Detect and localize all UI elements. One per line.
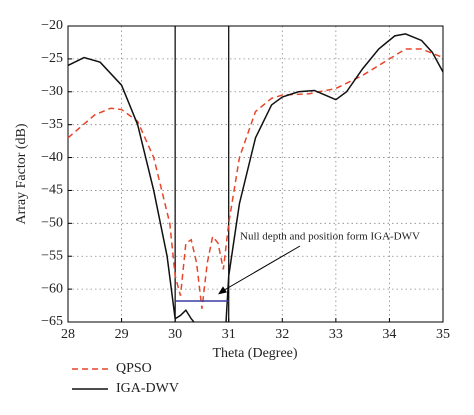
x-tick-label: 33 [329, 327, 343, 342]
x-tick-label: 35 [436, 327, 450, 342]
x-tick-label: 28 [61, 327, 75, 342]
legend-label: QPSO [116, 361, 152, 376]
x-tick-label: 30 [168, 327, 182, 342]
y-tick-label: −50 [41, 216, 63, 231]
series-line [67, 33, 444, 323]
y-tick-label: −30 [41, 84, 63, 99]
annotation: Null depth and position form IGA-DWV [240, 231, 420, 243]
y-tick-label: −40 [41, 150, 63, 165]
y-tick-label: −55 [41, 248, 63, 263]
y-tick-label: −65 [41, 314, 63, 329]
y-tick-label: −60 [41, 281, 63, 296]
arrow-head [218, 286, 227, 295]
x-tick-label: 29 [115, 327, 129, 342]
x-axis-label: Theta (Degree) [212, 346, 297, 361]
series-line [67, 48, 444, 309]
y-tick-label: −20 [41, 18, 63, 33]
plot-frame [67, 25, 444, 323]
x-tick-label: 32 [275, 327, 289, 342]
x-tick-label: 31 [222, 327, 236, 342]
annotation-arrow [221, 245, 301, 292]
x-tick-label: 34 [382, 327, 396, 342]
y-tick-label: −35 [41, 117, 63, 132]
legend-label: IGA-DWV [116, 381, 179, 396]
y-axis-label: Array Factor (dB) [14, 123, 29, 224]
y-tick-label: −45 [41, 183, 63, 198]
y-tick-label: −25 [41, 51, 63, 66]
